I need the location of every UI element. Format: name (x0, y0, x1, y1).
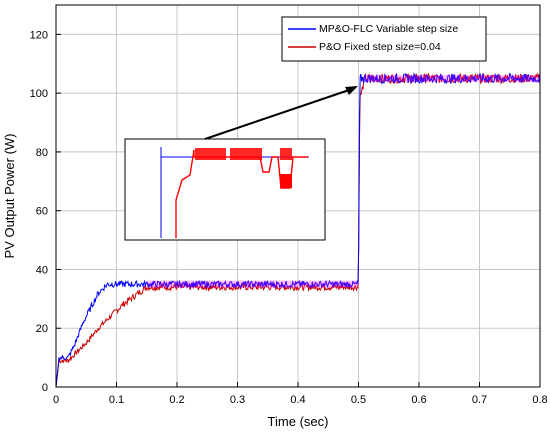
x-tick-label: 0.3 (230, 394, 245, 406)
y-tick-label: 80 (36, 147, 48, 159)
x-tick-label: 0.2 (169, 394, 184, 406)
inset-oscillation-block (280, 174, 292, 188)
inset-traces (160, 147, 309, 238)
y-tick-label: 20 (36, 323, 48, 335)
inset-arrow (204, 86, 358, 140)
series-layer (55, 72, 540, 388)
y-tick-label: 40 (36, 264, 48, 276)
x-tick-label: 0.8 (532, 394, 547, 406)
y-tick-label: 60 (36, 206, 48, 218)
x-tick-label: 0.1 (109, 394, 124, 406)
zoom-inset (124, 138, 326, 241)
overlap-band (146, 280, 359, 288)
legend: MP&O-FLC Variable step size P&O Fixed st… (281, 16, 487, 62)
axis-ticks: 0 0.1 0.2 0.3 0.4 0.5 0.6 0.7 0.8 0 20 40 60 80 100 120 (30, 29, 548, 406)
x-axis-label: Time (sec) (268, 414, 329, 429)
overlap-band (364, 74, 540, 82)
legend-label-po-fixed: P&O Fixed step size=0.04 (319, 41, 441, 53)
y-tick-label: 0 (42, 382, 48, 394)
y-axis-label: PV Output Power (W) (2, 134, 17, 259)
legend-label-mpo-flc: MP&O-FLC Variable step size (319, 23, 458, 35)
x-tick-label: 0.4 (290, 394, 305, 406)
x-tick-label: 0 (53, 394, 59, 406)
inset-oscillation-block (195, 148, 226, 160)
x-tick-label: 0.7 (472, 394, 487, 406)
y-tick-label: 100 (30, 88, 48, 100)
inset-oscillation-block (230, 148, 262, 160)
y-tick-label: 120 (30, 29, 48, 41)
x-tick-label: 0.6 (411, 394, 426, 406)
x-tick-label: 0.5 (351, 394, 366, 406)
series-line (55, 72, 540, 388)
legend-box (281, 16, 487, 62)
inset-oscillation-block (280, 148, 292, 160)
